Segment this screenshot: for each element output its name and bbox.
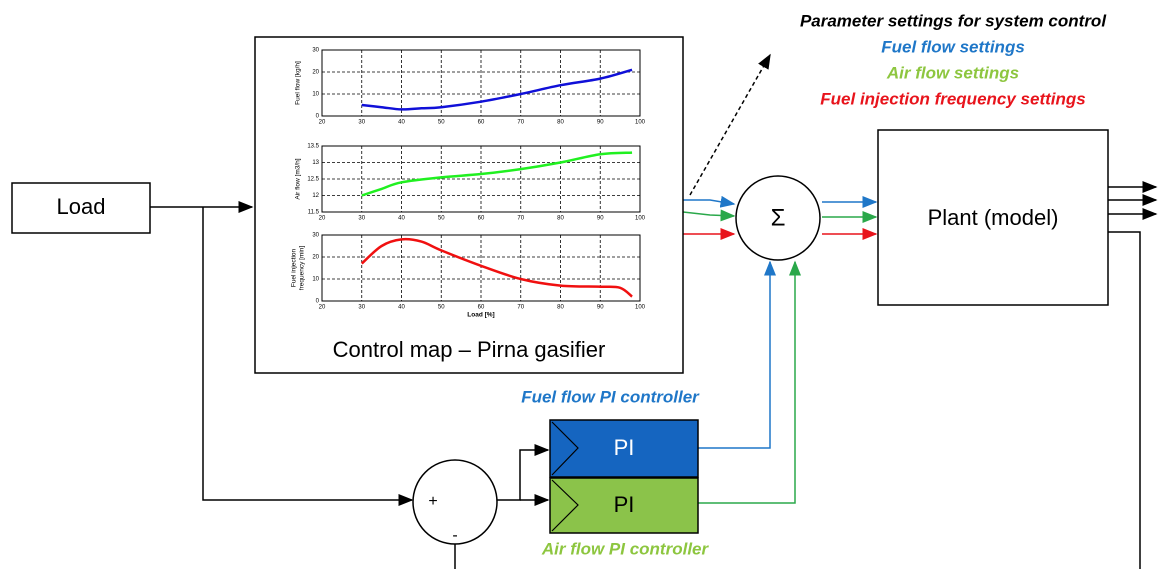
arrow bbox=[698, 260, 776, 449]
arrow bbox=[683, 195, 736, 208]
settings-injection: Fuel injection frequency settings bbox=[820, 89, 1085, 108]
x-tick-label: 40 bbox=[398, 120, 405, 126]
y-tick-label: 10 bbox=[312, 277, 319, 283]
x-tick-label: 80 bbox=[557, 120, 564, 126]
y-axis-label: Fuel flow [kg/h] bbox=[295, 61, 302, 105]
settings-title: Parameter settings for system control bbox=[800, 11, 1107, 30]
x-tick-label: 50 bbox=[438, 120, 445, 126]
y-tick-label: 13.5 bbox=[307, 144, 319, 150]
air-pi-box bbox=[549, 477, 699, 534]
air-pi-caption: Air flow PI controller bbox=[541, 539, 710, 558]
y-tick-label: 10 bbox=[312, 92, 319, 98]
arrow bbox=[698, 260, 801, 504]
x-tick-label: 90 bbox=[597, 305, 604, 311]
x-tick-label: 80 bbox=[557, 305, 564, 311]
x-tick-label: 90 bbox=[597, 216, 604, 222]
output-line bbox=[1108, 231, 1141, 569]
y-tick-label: 13 bbox=[312, 160, 319, 166]
x-tick-label: 90 bbox=[597, 120, 604, 126]
arrow bbox=[497, 444, 550, 501]
y-tick-label: 11.5 bbox=[308, 210, 320, 216]
y-tick-label: 12.5 bbox=[307, 177, 319, 183]
arrow bbox=[202, 207, 414, 506]
sum-junction bbox=[735, 175, 821, 261]
connectors bbox=[150, 53, 1158, 569]
y-tick-label: 20 bbox=[312, 70, 319, 76]
air-pi-label: PI bbox=[614, 492, 635, 517]
curve bbox=[361, 68, 633, 111]
minus-sign: - bbox=[452, 527, 457, 544]
y-tick-label: 0 bbox=[316, 114, 320, 120]
x-tick-label: 30 bbox=[358, 216, 365, 222]
pi-icon bbox=[551, 421, 579, 476]
arrow bbox=[682, 209, 736, 222]
x-tick-label: 100 bbox=[635, 216, 646, 222]
fuel-pi-box bbox=[549, 419, 699, 478]
y-tick-label: 30 bbox=[312, 233, 319, 239]
x-tick-label: 80 bbox=[557, 216, 564, 222]
x-tick-label: 60 bbox=[478, 305, 485, 311]
sum-symbol: Σ bbox=[771, 204, 786, 231]
dashed-arrow bbox=[689, 53, 771, 196]
plus-sign: + bbox=[428, 493, 437, 510]
load-box bbox=[11, 182, 151, 234]
pi-icon bbox=[551, 479, 579, 532]
x-tick-label: 30 bbox=[358, 305, 365, 311]
curve bbox=[360, 237, 633, 298]
curve bbox=[361, 151, 633, 197]
load-label: Load bbox=[57, 194, 106, 219]
x-tick-label: 100 bbox=[635, 305, 646, 311]
error-junction bbox=[412, 459, 498, 545]
x-tick-label: 70 bbox=[517, 120, 524, 126]
settings-fuel: Fuel flow settings bbox=[881, 37, 1025, 56]
fuel-pi-label: PI bbox=[614, 435, 635, 460]
x-tick-label: 50 bbox=[438, 216, 445, 222]
y-axis-label: frequency [min] bbox=[299, 246, 306, 291]
x-axis-label: Load [%] bbox=[467, 312, 494, 319]
x-tick-label: 100 bbox=[635, 120, 646, 126]
x-tick-label: 20 bbox=[319, 216, 326, 222]
settings-air: Air flow settings bbox=[886, 63, 1019, 82]
y-tick-label: 30 bbox=[312, 48, 319, 54]
y-tick-label: 0 bbox=[316, 299, 320, 305]
y-axis-label: Air flow [m3/h] bbox=[295, 158, 302, 199]
plant-label: Plant (model) bbox=[928, 205, 1059, 230]
x-tick-label: 60 bbox=[478, 120, 485, 126]
control-map-title: Control map – Pirna gasifier bbox=[333, 337, 606, 362]
x-tick-label: 60 bbox=[478, 216, 485, 222]
y-tick-label: 12 bbox=[312, 193, 319, 199]
x-tick-label: 70 bbox=[517, 216, 524, 222]
fuel-pi-caption: Fuel flow PI controller bbox=[521, 387, 700, 406]
x-tick-label: 20 bbox=[319, 120, 326, 126]
x-tick-label: 40 bbox=[398, 216, 405, 222]
y-tick-label: 20 bbox=[312, 255, 319, 261]
x-tick-label: 40 bbox=[398, 305, 405, 311]
y-axis-label: Fuel injection bbox=[291, 248, 298, 287]
x-tick-label: 50 bbox=[438, 305, 445, 311]
x-tick-label: 70 bbox=[517, 305, 524, 311]
plant-box bbox=[877, 129, 1109, 306]
x-tick-label: 30 bbox=[358, 120, 365, 126]
x-tick-label: 20 bbox=[319, 305, 326, 311]
